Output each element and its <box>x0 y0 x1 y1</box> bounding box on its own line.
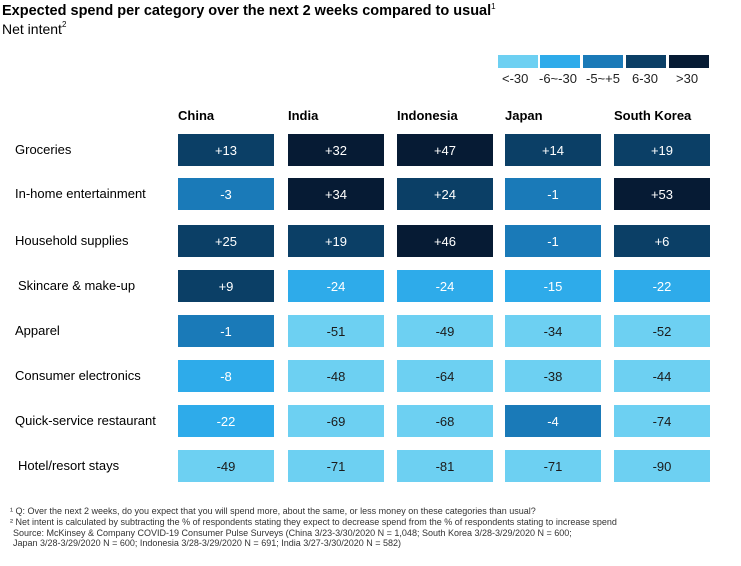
heatmap-cell: +19 <box>288 225 384 257</box>
heatmap-cell: -1 <box>505 178 601 210</box>
source-note-continued: Japan 3/28-3/29/2020 N = 600; Indonesia … <box>13 538 402 549</box>
heatmap-cell: +25 <box>178 225 274 257</box>
heatmap-cell: -64 <box>397 360 493 392</box>
legend-label: <-30 <box>502 71 529 86</box>
heatmap-cell: -71 <box>505 450 601 482</box>
row-label: Household supplies <box>15 233 129 248</box>
heatmap-cell: +34 <box>288 178 384 210</box>
chart-subtitle: Net intent2 <box>2 20 67 37</box>
heatmap-cell: -22 <box>614 270 710 302</box>
legend-label: -5~+5 <box>586 71 620 86</box>
heatmap-cell: -1 <box>505 225 601 257</box>
heatmap-cell: +14 <box>505 134 601 166</box>
legend-swatch <box>498 55 538 68</box>
legend-swatch <box>669 55 709 68</box>
heatmap-cell: -24 <box>288 270 384 302</box>
heatmap-cell: -8 <box>178 360 274 392</box>
heatmap-cell: -81 <box>397 450 493 482</box>
legend-swatch <box>583 55 623 68</box>
legend-swatch <box>540 55 580 68</box>
row-label: Apparel <box>15 323 60 338</box>
heatmap-cell: -3 <box>178 178 274 210</box>
row-label: Groceries <box>15 142 72 157</box>
heatmap-cell: +19 <box>614 134 710 166</box>
heatmap-cell: -74 <box>614 405 710 437</box>
source-note: Source: McKinsey & Company COVID-19 Cons… <box>13 527 572 538</box>
heatmap-cell: -15 <box>505 270 601 302</box>
heatmap-cell: -22 <box>178 405 274 437</box>
heatmap-cell: -51 <box>288 315 384 347</box>
heatmap-cell: -90 <box>614 450 710 482</box>
heatmap-cell: -48 <box>288 360 384 392</box>
heatmap-cell: -52 <box>614 315 710 347</box>
legend-label: 6-30 <box>632 71 659 86</box>
row-label: Consumer electronics <box>15 368 141 383</box>
heatmap-cell: +47 <box>397 134 493 166</box>
legend-swatch <box>626 55 666 68</box>
row-label: Quick-service restaurant <box>15 413 156 428</box>
row-label: In-home entertainment <box>15 186 146 201</box>
column-header: Indonesia <box>397 108 458 123</box>
heatmap-cell: -49 <box>397 315 493 347</box>
heatmap-cell: -69 <box>288 405 384 437</box>
legend-label: >30 <box>676 71 699 86</box>
heatmap-cell: +6 <box>614 225 710 257</box>
heatmap-cell: +53 <box>614 178 710 210</box>
column-header: China <box>178 108 215 123</box>
heatmap-cell: -24 <box>397 270 493 302</box>
heatmap-cell: +9 <box>178 270 274 302</box>
column-header: India <box>288 108 319 123</box>
heatmap-cell: +24 <box>397 178 493 210</box>
row-label: Hotel/resort stays <box>18 458 120 473</box>
heatmap-cell: -34 <box>505 315 601 347</box>
heatmap-cell: +13 <box>178 134 274 166</box>
footnotes: ¹ Q: Over the next 2 weeks, do you expec… <box>10 506 617 549</box>
heatmap-cell: -49 <box>178 450 274 482</box>
footnote-2: ² Net intent is calculated by subtractin… <box>10 516 617 527</box>
column-header: South Korea <box>614 108 692 123</box>
column-header: Japan <box>505 108 543 123</box>
row-label: Skincare & make-up <box>18 278 136 293</box>
legend-label: -6~-30 <box>539 71 577 86</box>
heatmap-cell: -68 <box>397 405 493 437</box>
heatmap-cell: -38 <box>505 360 601 392</box>
heatmap-cell: -71 <box>288 450 384 482</box>
heatmap-cell: +46 <box>397 225 493 257</box>
heatmap-cell: -1 <box>178 315 274 347</box>
heatmap-cell: -44 <box>614 360 710 392</box>
footnote-1: ¹ Q: Over the next 2 weeks, do you expec… <box>10 506 536 516</box>
heatmap-cell: +32 <box>288 134 384 166</box>
heatmap-cell: -4 <box>505 405 601 437</box>
chart-title: Expected spend per category over the nex… <box>2 2 496 19</box>
